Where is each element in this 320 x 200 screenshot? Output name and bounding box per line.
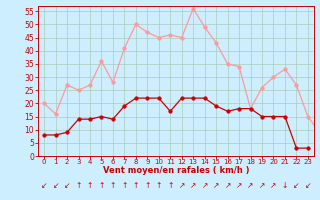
Text: ↑: ↑ [75, 181, 82, 190]
Text: ↙: ↙ [305, 181, 311, 190]
Text: ↓: ↓ [282, 181, 288, 190]
Text: ↗: ↗ [270, 181, 277, 190]
Text: ↗: ↗ [213, 181, 219, 190]
Text: ↗: ↗ [259, 181, 265, 190]
Text: ↗: ↗ [236, 181, 242, 190]
Text: ↑: ↑ [133, 181, 139, 190]
Text: ↗: ↗ [190, 181, 196, 190]
Text: ↗: ↗ [224, 181, 231, 190]
Text: ↗: ↗ [247, 181, 254, 190]
Text: ↑: ↑ [144, 181, 150, 190]
Text: ↙: ↙ [293, 181, 300, 190]
Text: ↑: ↑ [87, 181, 93, 190]
Text: ↑: ↑ [156, 181, 162, 190]
Text: ↙: ↙ [52, 181, 59, 190]
Text: ↗: ↗ [202, 181, 208, 190]
Text: ↑: ↑ [167, 181, 173, 190]
Text: ↑: ↑ [121, 181, 128, 190]
Text: ↑: ↑ [98, 181, 105, 190]
Text: ↙: ↙ [41, 181, 47, 190]
Text: ↙: ↙ [64, 181, 70, 190]
Text: ↑: ↑ [110, 181, 116, 190]
X-axis label: Vent moyen/en rafales ( km/h ): Vent moyen/en rafales ( km/h ) [103, 166, 249, 175]
Text: ↗: ↗ [179, 181, 185, 190]
